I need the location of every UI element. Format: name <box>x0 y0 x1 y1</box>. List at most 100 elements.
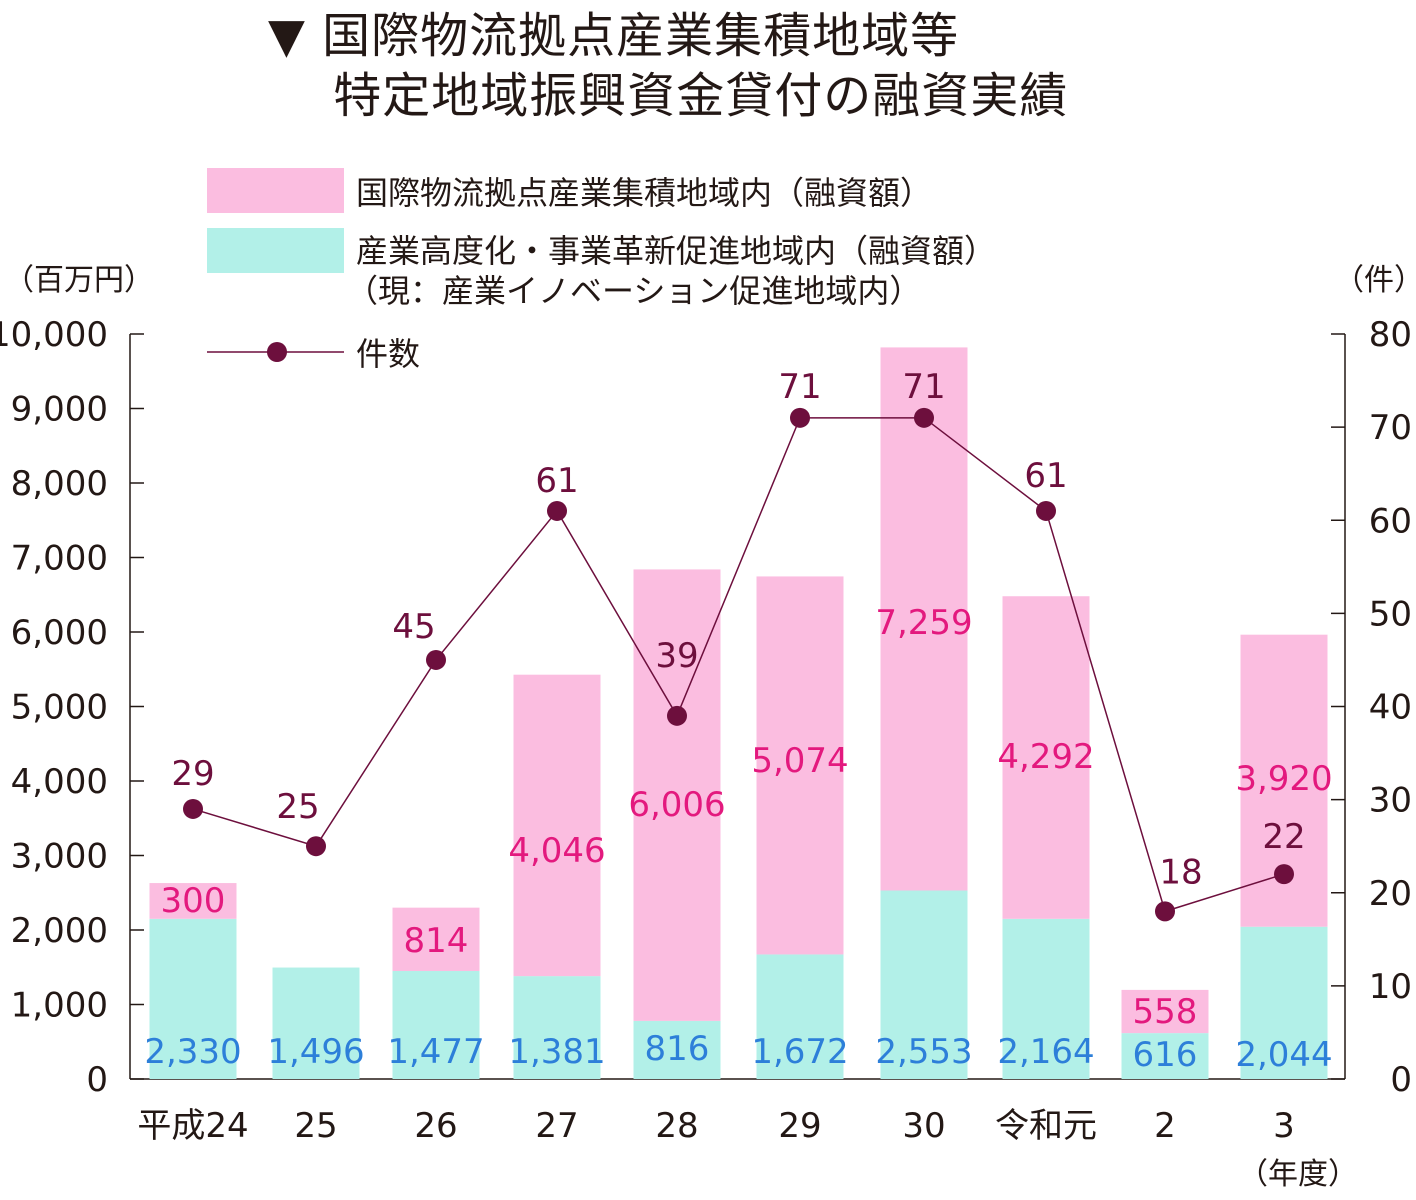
bar-pink <box>1121 989 1209 1034</box>
bar-pink <box>880 347 968 891</box>
count-point <box>183 798 203 819</box>
x-tick-label: 平成24 <box>137 1106 248 1146</box>
axes: 0 1,000 2,000 3,000 4,000 5,000 6,000 7,000 8,00… <box>0 315 1412 1146</box>
x-tick-label: 29 <box>778 1106 821 1146</box>
legend-label-cyan-sub: （現：産業イノベーション促進地域内） <box>346 272 921 310</box>
bar-cyan <box>272 967 360 1079</box>
y-right-tick-label: 30 <box>1369 781 1412 821</box>
bar-label-pink: 3,920 <box>1235 759 1332 799</box>
x-tick-label: 25 <box>294 1106 337 1146</box>
y-right-tick-label: 60 <box>1369 501 1412 541</box>
bar-cyan <box>633 1020 721 1079</box>
count-label: 71 <box>902 367 945 407</box>
count-point <box>306 836 326 857</box>
count-line <box>183 407 1294 922</box>
bar-label-pink: 814 <box>404 921 469 961</box>
bar-label-cyan: 616 <box>1133 1035 1198 1075</box>
count-point <box>547 500 567 521</box>
bar-cyan <box>149 918 237 1079</box>
bar-pink <box>392 907 480 971</box>
y-left-tick-label: 9,000 <box>11 390 108 430</box>
bar-pink <box>756 576 844 955</box>
legend-swatch-cyan <box>207 228 344 273</box>
y-left-tick-label: 1,000 <box>11 986 108 1026</box>
x-tick-label: 2 <box>1154 1106 1176 1146</box>
bar-label-cyan: 2,164 <box>997 1032 1094 1072</box>
bar-label-cyan: 1,381 <box>508 1032 605 1072</box>
y-left-tick-label: 10,000 <box>0 315 108 355</box>
x-tick-label: 26 <box>414 1106 457 1146</box>
y-left-tick-label: 6,000 <box>11 613 108 653</box>
y-right-tick-label: 10 <box>1369 967 1412 1007</box>
count-point <box>1274 864 1294 885</box>
x-tick-label: 28 <box>655 1106 698 1146</box>
y-right-tick-label: 40 <box>1369 688 1412 728</box>
y-left-tick-label: 7,000 <box>11 539 108 579</box>
bar-label-cyan: 816 <box>645 1029 710 1069</box>
y-right-tick-label: 50 <box>1369 594 1412 634</box>
count-label: 39 <box>655 636 698 676</box>
y-right-tick-label: 80 <box>1369 315 1412 355</box>
legend-marker <box>267 342 287 362</box>
bar-label-pink: 558 <box>1133 992 1198 1032</box>
y-left-tick-label: 3,000 <box>11 837 108 877</box>
bar-pink <box>513 674 601 977</box>
count-point <box>914 407 934 428</box>
y-left-tick-label: 2,000 <box>11 911 108 951</box>
y-left-tick-label: 0 <box>86 1060 108 1100</box>
count-point <box>790 407 810 428</box>
bar-label-pink: 7,259 <box>875 603 972 643</box>
y-left-tick-label: 4,000 <box>11 762 108 802</box>
title-line-2: 特定地域振興資金貸付の融資実績 <box>268 68 1069 124</box>
count-label: 29 <box>171 754 214 794</box>
count-label: 45 <box>392 607 435 647</box>
count-label: 61 <box>535 461 578 501</box>
y-right-tick-label: 0 <box>1390 1060 1412 1100</box>
count-point <box>426 649 446 670</box>
bar-pink <box>149 883 237 919</box>
bar-cyan <box>392 970 480 1079</box>
count-point <box>667 705 687 726</box>
bar-label-pink: 6,006 <box>628 785 725 825</box>
count-point <box>1036 500 1056 521</box>
y-axis-right-label: （件） <box>1334 263 1416 298</box>
y-left-tick-label: 8,000 <box>11 464 108 504</box>
x-tick-label: 3 <box>1273 1106 1295 1146</box>
bar-label-cyan: 1,672 <box>751 1032 848 1072</box>
count-label: 71 <box>778 367 821 407</box>
bar-label-cyan: 1,477 <box>387 1032 484 1072</box>
data-labels: 2,330 1,496 1,477 1,381 816 1,672 2,553 2,164 61… <box>144 367 1332 1075</box>
bar-cyan <box>756 954 844 1079</box>
bar-label-pink: 5,074 <box>751 741 848 781</box>
count-label: 22 <box>1262 817 1305 857</box>
bars <box>149 347 1328 1079</box>
bar-label-pink: 300 <box>161 881 226 921</box>
x-tick-label: 27 <box>535 1106 578 1146</box>
bar-label-cyan: 2,044 <box>1235 1035 1332 1075</box>
chart-title: ▼ 国際物流拠点産業集積地域等 特定地域振興資金貸付の融資実績 <box>268 6 1068 126</box>
legend-swatch-pink <box>207 168 344 213</box>
bar-cyan <box>1002 918 1090 1079</box>
y-axis-left-label: （百万円） <box>4 263 154 298</box>
bar-label-cyan: 1,496 <box>267 1032 364 1072</box>
x-tick-label: 令和元 <box>995 1106 1097 1146</box>
x-axis-label: （年度） <box>1238 1157 1358 1192</box>
count-polyline <box>192 417 1285 913</box>
legend-label-cyan: 産業高度化・事業革新促進地域内（融資額） <box>356 232 996 270</box>
bar-label-cyan: 2,553 <box>875 1032 972 1072</box>
x-tick-label: 30 <box>902 1106 945 1146</box>
bar-pink <box>1002 596 1090 919</box>
y-left-tick-label: 5,000 <box>11 688 108 728</box>
bar-label-cyan: 2,330 <box>144 1032 241 1072</box>
count-label: 18 <box>1159 852 1202 892</box>
count-label: 61 <box>1024 456 1067 496</box>
y-right-tick-label: 70 <box>1369 408 1412 448</box>
bar-label-pink: 4,046 <box>508 831 605 871</box>
legend-label-pink: 国際物流拠点産業集積地域内（融資額） <box>356 174 932 212</box>
y-right-tick-label: 20 <box>1369 874 1412 914</box>
count-label: 25 <box>276 787 319 827</box>
legend-label-line: 件数 <box>356 335 420 373</box>
bar-cyan <box>1240 926 1328 1079</box>
bar-cyan <box>513 976 601 1079</box>
